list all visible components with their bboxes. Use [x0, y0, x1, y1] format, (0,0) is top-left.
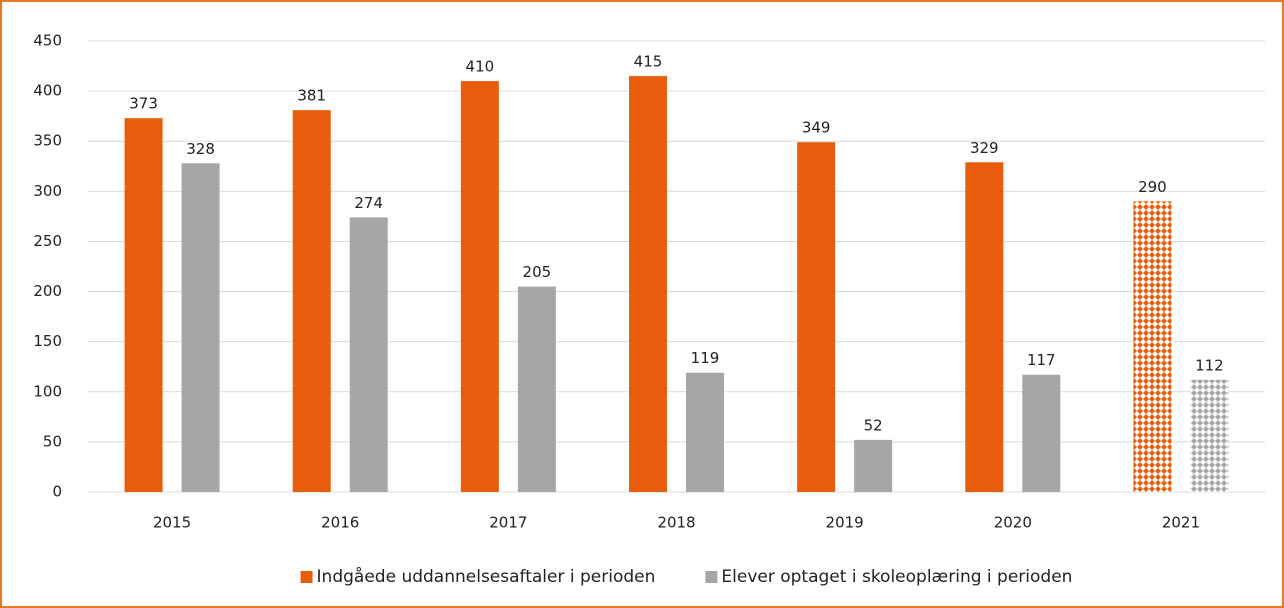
- bar: [854, 439, 893, 492]
- y-tick-label: 100: [33, 382, 62, 400]
- data-label: 52: [864, 416, 883, 434]
- data-label: 381: [297, 87, 326, 105]
- data-label: 119: [691, 349, 720, 367]
- y-tick-label: 200: [33, 282, 62, 300]
- x-tick-label: 2015: [153, 514, 191, 532]
- data-label: 349: [802, 119, 831, 137]
- x-tick-label: 2020: [994, 514, 1032, 532]
- data-label: 410: [466, 58, 495, 76]
- y-tick-label: 150: [33, 332, 62, 350]
- data-label: 328: [186, 140, 215, 158]
- y-tick-label: 350: [33, 132, 62, 150]
- bar: [460, 81, 499, 492]
- x-tick-label: 2018: [657, 514, 695, 532]
- y-tick-label: 400: [33, 82, 62, 100]
- bar: [797, 142, 836, 493]
- legend-label: Indgåede uddannelsesaftaler i perioden: [317, 566, 656, 587]
- x-tick-label: 2021: [1162, 514, 1200, 532]
- bar: [1133, 201, 1172, 492]
- x-tick-label: 2017: [489, 514, 527, 532]
- data-label: 373: [129, 95, 158, 113]
- data-label: 117: [1027, 351, 1056, 369]
- y-tick-label: 0: [52, 483, 62, 501]
- bar: [349, 217, 388, 492]
- bar: [517, 286, 556, 492]
- data-label: 415: [634, 53, 663, 71]
- data-label: 274: [354, 194, 383, 212]
- x-tick-label: 2019: [826, 514, 864, 532]
- y-tick-label: 250: [33, 232, 62, 250]
- bar: [1022, 374, 1061, 492]
- bar: [629, 76, 667, 493]
- legend-swatch: [705, 571, 718, 583]
- legend-label: Elever optaget i skoleoplæring i periode…: [721, 567, 1072, 587]
- bar: [181, 163, 220, 492]
- y-tick-label: 450: [33, 32, 62, 50]
- x-tick-label: 2016: [321, 514, 359, 532]
- data-label: 329: [970, 139, 999, 157]
- y-tick-label: 50: [43, 432, 62, 450]
- legend-swatch: [300, 571, 313, 583]
- legend-item: Elever optaget i skoleoplæring i periode…: [705, 567, 1072, 587]
- bar: [1190, 379, 1229, 492]
- data-label: 112: [1195, 356, 1224, 374]
- legend-item: Indgåede uddannelsesaftaler i perioden: [300, 566, 656, 587]
- y-tick-label: 300: [33, 182, 62, 200]
- bar: [292, 110, 331, 493]
- data-label: 290: [1138, 178, 1167, 196]
- bar: [965, 162, 1004, 492]
- bar: [124, 118, 163, 492]
- data-label: 205: [523, 263, 552, 281]
- bar: [686, 372, 724, 492]
